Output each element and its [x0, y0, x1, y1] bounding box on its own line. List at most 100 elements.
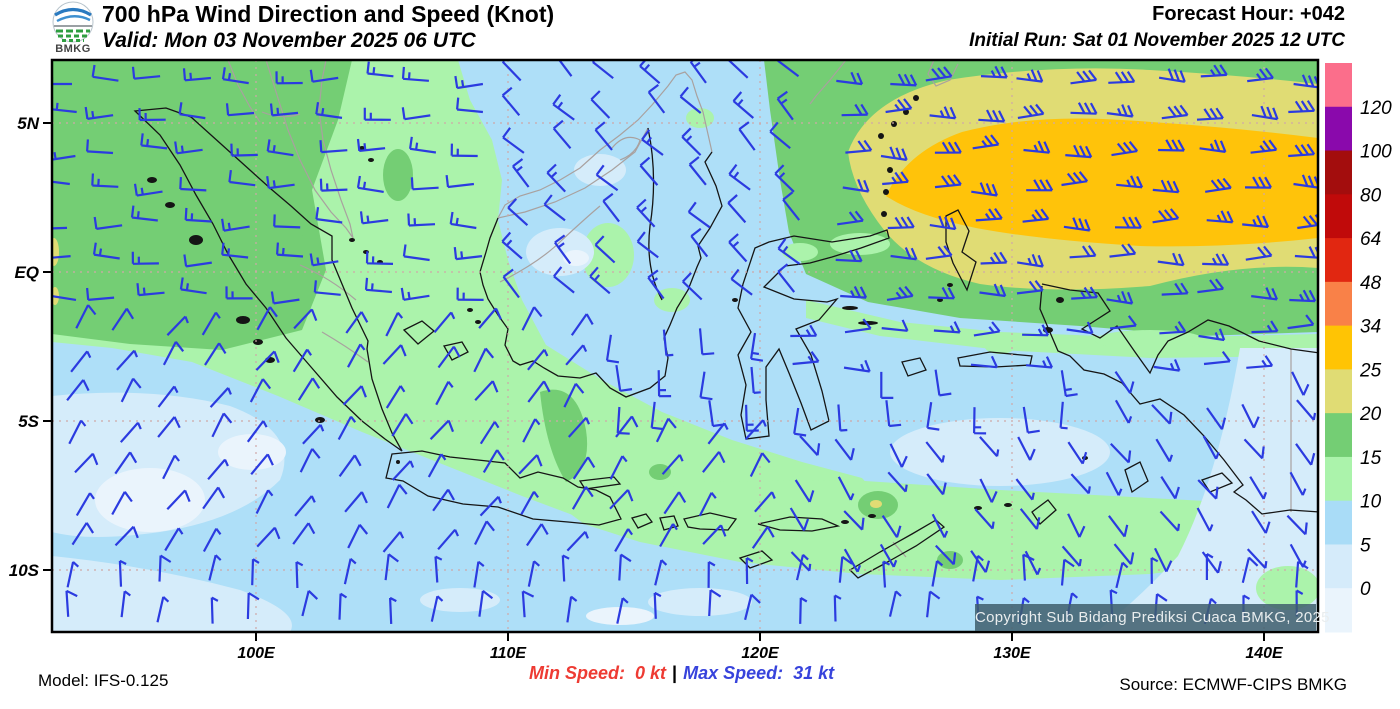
wind-barb — [754, 491, 776, 513]
legend-label: 25 — [1359, 360, 1382, 381]
wind-barb — [1159, 320, 1187, 335]
wind-barb — [1197, 278, 1225, 294]
wind-barb — [1158, 68, 1186, 83]
small-island — [165, 202, 175, 208]
wind-barb — [338, 454, 362, 478]
wind-barb — [75, 304, 97, 329]
wind-barb — [166, 315, 189, 336]
wind-barb — [1246, 548, 1268, 569]
model-label: Model: IFS-0.125 — [38, 671, 169, 690]
legend-swatch — [1325, 281, 1352, 327]
wind-barb — [615, 415, 639, 438]
wind-barb — [1115, 561, 1129, 589]
speed-region — [95, 468, 205, 532]
wind-barb — [118, 559, 127, 587]
wind-barb — [618, 553, 632, 581]
small-island — [359, 146, 365, 150]
wind-barb — [521, 590, 535, 618]
wind-barb — [681, 127, 702, 156]
source-label: Source: ECMWF-CIPS BMKG — [1119, 675, 1347, 694]
wind-barb — [1296, 399, 1317, 421]
page-title: 700 hPa Wind Direction and Speed (Knot) — [102, 1, 555, 27]
wind-barb — [663, 491, 687, 515]
wind-barb — [1251, 510, 1271, 534]
wind-barb — [602, 192, 620, 223]
legend-label: 64 — [1360, 229, 1381, 250]
max-speed-label: Max Speed: — [683, 663, 784, 683]
logo-text: BMKG — [55, 43, 91, 55]
wind-barb — [1022, 553, 1035, 581]
speed-region — [540, 389, 588, 482]
coastline-foreign — [892, 541, 907, 558]
wind-barb — [590, 90, 611, 119]
wind-barb — [319, 140, 348, 154]
wind-barb — [1160, 476, 1180, 500]
wind-barb — [974, 508, 995, 530]
wind-barb — [792, 351, 820, 366]
wind-barb — [228, 169, 256, 187]
wind-barb — [293, 308, 318, 330]
wind-barb — [1106, 104, 1134, 118]
wind-barb — [843, 359, 871, 373]
wind-barb — [479, 421, 500, 445]
wind-barb — [654, 559, 668, 586]
coastline — [1124, 461, 1149, 494]
wind-barb — [432, 488, 455, 512]
wind-barb — [925, 66, 953, 82]
wind-barb — [885, 98, 913, 114]
wind-barb — [164, 527, 184, 552]
small-island — [236, 316, 250, 324]
wind-barb — [1105, 471, 1123, 496]
wind-barb — [344, 491, 368, 513]
wind-barb — [881, 514, 902, 538]
wind-barb — [979, 436, 1000, 458]
wind-barb — [841, 103, 869, 117]
wind-barb — [1113, 543, 1135, 565]
wind-barb — [111, 307, 135, 331]
wind-barb — [1202, 253, 1230, 266]
wind-barb — [131, 251, 159, 265]
wind-barb — [297, 377, 321, 401]
wind-barb — [359, 211, 389, 225]
wind-barb — [934, 141, 962, 154]
wind-barb — [1286, 514, 1308, 536]
coastline-foreign — [611, 136, 641, 161]
wind-barb — [309, 69, 339, 83]
wind-barb — [208, 554, 222, 581]
wind-barb — [201, 311, 221, 336]
wind-barb — [255, 350, 280, 371]
wind-barb — [750, 366, 761, 394]
small-island — [1056, 297, 1064, 303]
wind-barb — [554, 234, 572, 265]
wind-barb — [837, 210, 864, 226]
wind-barb — [211, 412, 233, 438]
wind-barb — [1019, 508, 1041, 530]
wind-barb — [929, 106, 957, 120]
wind-barb — [92, 242, 120, 260]
wind-barb — [1161, 104, 1189, 120]
small-island — [883, 189, 889, 195]
wind-barb — [91, 173, 119, 188]
wind-barb — [1201, 551, 1222, 574]
wind-barb — [567, 416, 591, 438]
wind-barb — [1109, 315, 1137, 330]
wind-barb — [1241, 403, 1260, 429]
wind-barb — [501, 86, 521, 117]
wind-barb — [52, 255, 71, 259]
wind-barb — [1291, 371, 1310, 396]
wind-barb — [615, 364, 633, 392]
wind-barb — [302, 424, 325, 445]
small-island — [147, 177, 157, 183]
wind-barb — [690, 227, 709, 258]
small-island — [842, 306, 858, 310]
small-island — [947, 283, 953, 287]
wind-barb — [1289, 289, 1317, 303]
wind-barb — [435, 381, 454, 406]
wind-barb — [979, 478, 998, 503]
wind-barb — [1287, 314, 1315, 330]
wind-barb — [52, 284, 77, 301]
wind-barb — [365, 251, 394, 265]
wind-barb — [1106, 291, 1134, 305]
wind-barb — [1199, 139, 1227, 153]
wind-barb — [889, 443, 908, 468]
